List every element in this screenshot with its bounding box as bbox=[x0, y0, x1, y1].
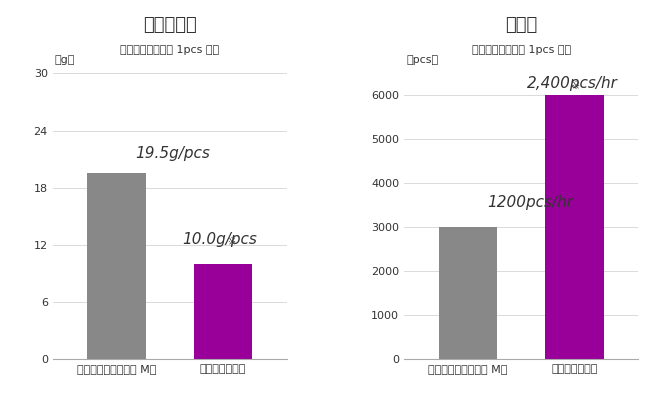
Text: 1200pcs/hr: 1200pcs/hr bbox=[487, 195, 573, 210]
Text: （pcs）: （pcs） bbox=[406, 55, 438, 65]
Bar bbox=[193, 264, 252, 359]
Text: 塗料消費量: 塗料消費量 bbox=[143, 16, 197, 34]
Text: 生産量: 生産量 bbox=[505, 16, 538, 34]
Text: ※: ※ bbox=[227, 237, 236, 247]
Text: ドアミラーパーツ 1pcs 当り: ドアミラーパーツ 1pcs 当り bbox=[472, 45, 570, 55]
Bar bbox=[88, 173, 146, 359]
Text: 2,400pcs/hr: 2,400pcs/hr bbox=[526, 76, 617, 91]
Text: ※: ※ bbox=[571, 81, 579, 91]
Text: （g）: （g） bbox=[55, 55, 75, 65]
Text: 10.0g/pcs: 10.0g/pcs bbox=[182, 232, 257, 247]
Text: 19.5g/pcs: 19.5g/pcs bbox=[136, 146, 211, 161]
Text: ドアミラーパーツ 1pcs 当り: ドアミラーパーツ 1pcs 当り bbox=[120, 45, 219, 55]
Bar bbox=[545, 95, 603, 359]
Bar bbox=[439, 227, 497, 359]
